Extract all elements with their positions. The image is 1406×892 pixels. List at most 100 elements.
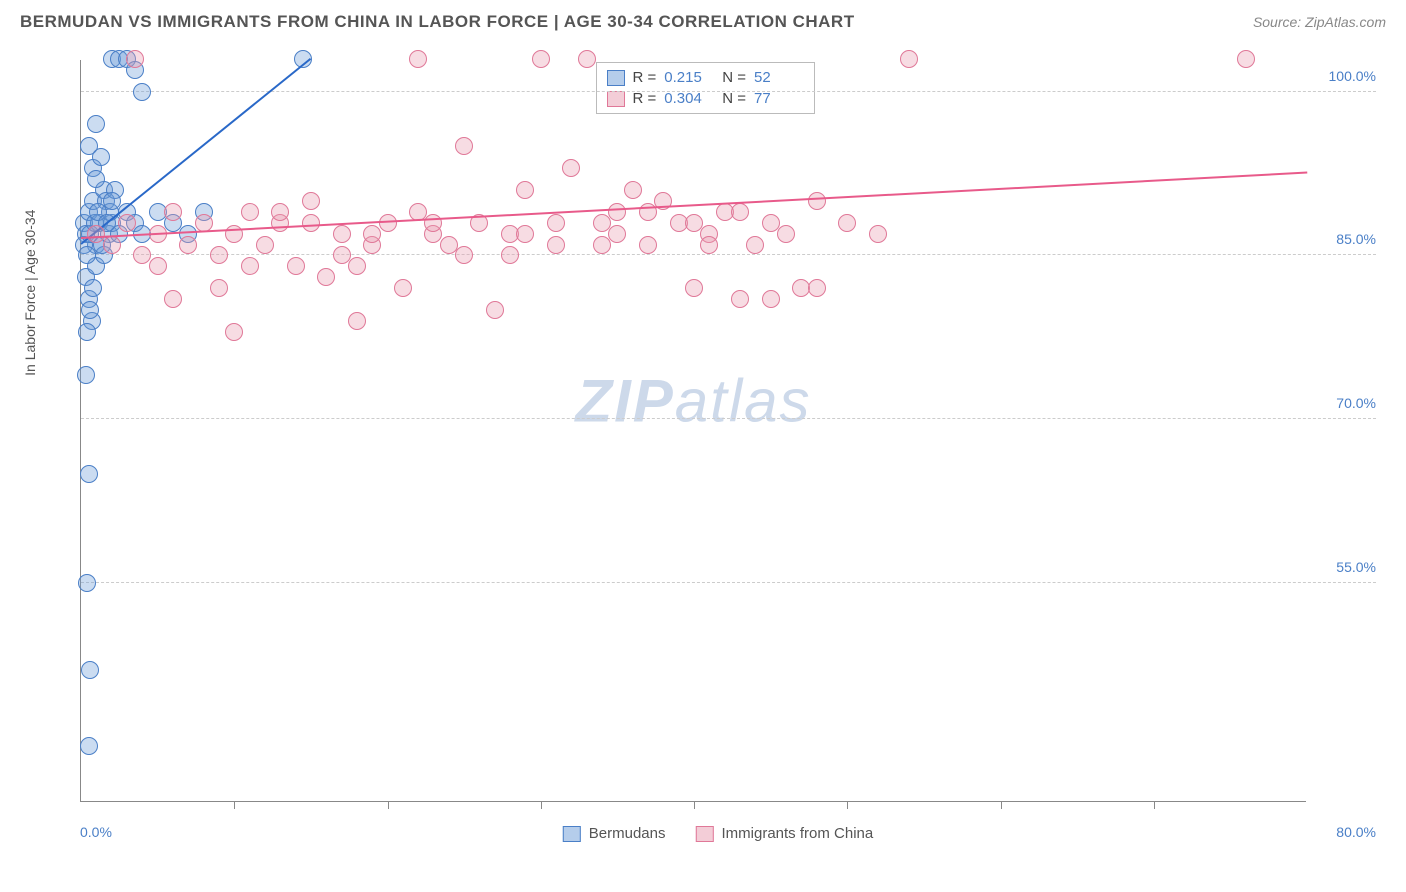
data-point <box>78 323 96 341</box>
r-value: 0.215 <box>664 69 714 86</box>
data-point <box>241 203 259 221</box>
data-point <box>210 246 228 264</box>
data-point <box>777 225 795 243</box>
data-point <box>179 236 197 254</box>
data-point <box>608 203 626 221</box>
x-tick <box>847 801 848 809</box>
data-point <box>210 279 228 297</box>
data-point <box>608 225 626 243</box>
data-point <box>126 50 144 68</box>
data-point <box>118 214 136 232</box>
data-point <box>363 225 381 243</box>
data-point <box>700 236 718 254</box>
watermark: ZIPatlas <box>575 366 811 435</box>
data-point <box>731 290 749 308</box>
data-point <box>87 170 105 188</box>
x-tick <box>1154 801 1155 809</box>
y-axis-label: In Labor Force | Age 30-34 <box>22 210 38 376</box>
gridline <box>81 254 1376 255</box>
data-point <box>103 192 121 210</box>
data-point <box>562 159 580 177</box>
gridline <box>81 418 1376 419</box>
data-point <box>808 192 826 210</box>
data-point <box>593 236 611 254</box>
x-tick <box>1001 801 1002 809</box>
data-point <box>78 574 96 592</box>
data-point <box>516 181 534 199</box>
data-point <box>195 214 213 232</box>
data-point <box>869 225 887 243</box>
legend-swatch <box>696 826 714 842</box>
gridline <box>81 91 1376 92</box>
data-point <box>578 50 596 68</box>
chart-container: In Labor Force | Age 30-34 ZIPatlas R =0… <box>50 50 1386 852</box>
chart-title: BERMUDAN VS IMMIGRANTS FROM CHINA IN LAB… <box>20 12 855 32</box>
data-point <box>1237 50 1255 68</box>
data-point <box>77 366 95 384</box>
data-point <box>808 279 826 297</box>
data-point <box>256 236 274 254</box>
data-point <box>486 301 504 319</box>
data-point <box>225 323 243 341</box>
data-point <box>838 214 856 232</box>
data-point <box>624 181 642 199</box>
watermark-zip: ZIP <box>575 367 674 434</box>
chart-header: BERMUDAN VS IMMIGRANTS FROM CHINA IN LAB… <box>0 0 1406 40</box>
data-point <box>92 148 110 166</box>
data-point <box>225 225 243 243</box>
data-point <box>133 83 151 101</box>
data-point <box>394 279 412 297</box>
data-point <box>516 225 534 243</box>
y-tick-label: 70.0% <box>1336 395 1376 411</box>
y-tick-label: 100.0% <box>1329 68 1376 84</box>
data-point <box>762 290 780 308</box>
data-point <box>685 279 703 297</box>
data-point <box>81 661 99 679</box>
data-point <box>547 236 565 254</box>
x-axis-min-label: 0.0% <box>80 824 112 840</box>
data-point <box>164 290 182 308</box>
data-point <box>302 214 320 232</box>
r-value: 0.304 <box>664 90 714 107</box>
x-tick <box>234 801 235 809</box>
legend-swatch <box>607 70 625 86</box>
legend-label: Bermudans <box>589 825 666 842</box>
watermark-atlas: atlas <box>675 367 812 434</box>
data-point <box>547 214 565 232</box>
stats-box: R =0.215N =52R =0.304N =77 <box>596 62 816 114</box>
data-point <box>81 301 99 319</box>
data-point <box>746 236 764 254</box>
legend-label: Immigrants from China <box>722 825 874 842</box>
source-label: Source: ZipAtlas.com <box>1253 14 1386 30</box>
x-tick <box>694 801 695 809</box>
data-point <box>900 50 918 68</box>
data-point <box>532 50 550 68</box>
legend-swatch <box>563 826 581 842</box>
data-point <box>348 257 366 275</box>
plot-area: ZIPatlas R =0.215N =52R =0.304N =77 100.… <box>80 60 1306 802</box>
stats-row: R =0.215N =52 <box>607 67 805 88</box>
data-point <box>333 246 351 264</box>
legend-item: Bermudans <box>563 825 666 842</box>
data-point <box>287 257 305 275</box>
data-point <box>241 257 259 275</box>
r-label: R = <box>633 69 657 86</box>
data-point <box>78 246 96 264</box>
data-point <box>84 279 102 297</box>
data-point <box>149 257 167 275</box>
legend: Bermudans Immigrants from China <box>563 825 873 842</box>
data-point <box>80 465 98 483</box>
data-point <box>333 225 351 243</box>
x-axis-max-label: 80.0% <box>1336 824 1376 840</box>
y-tick-label: 55.0% <box>1336 559 1376 575</box>
data-point <box>302 192 320 210</box>
data-point <box>271 203 289 221</box>
data-point <box>455 137 473 155</box>
data-point <box>685 214 703 232</box>
n-label: N = <box>722 69 746 86</box>
data-point <box>87 115 105 133</box>
data-point <box>639 236 657 254</box>
data-point <box>501 246 519 264</box>
data-point <box>731 203 749 221</box>
data-point <box>455 246 473 264</box>
